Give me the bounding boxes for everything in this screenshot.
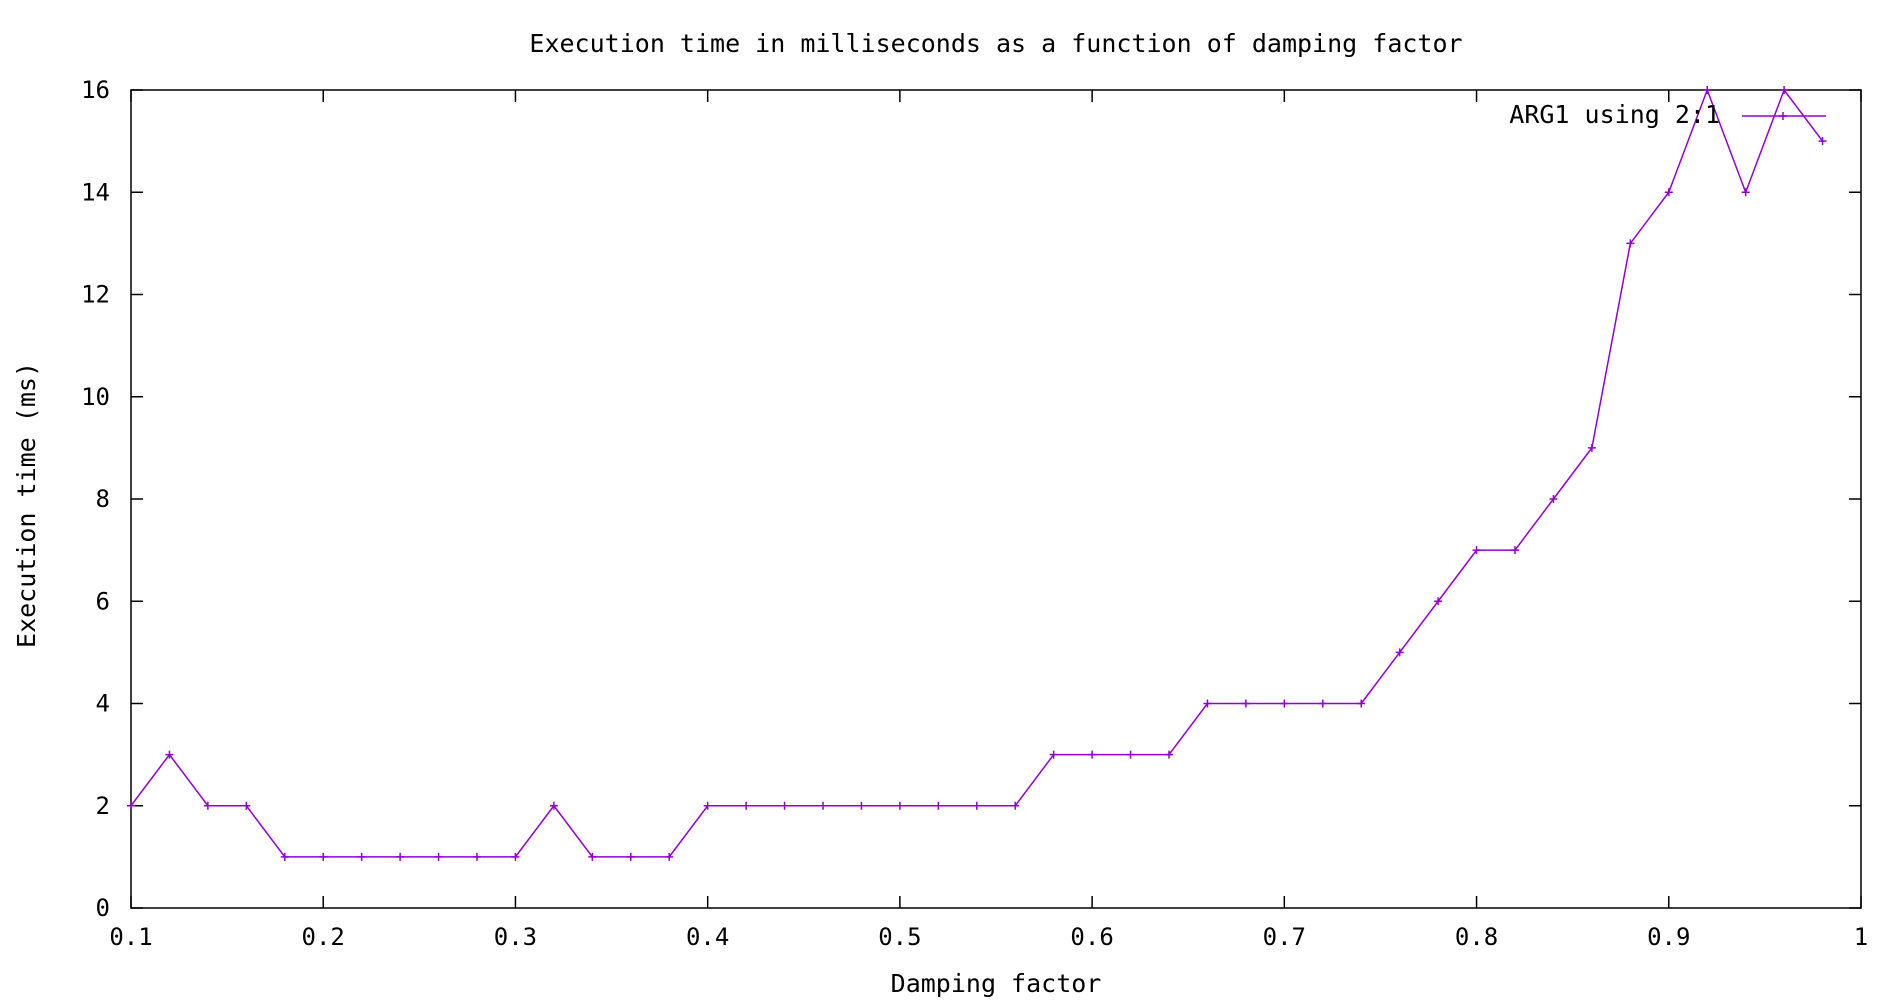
data-point-marker: [1318, 699, 1327, 708]
data-point-marker: [1472, 546, 1481, 555]
data-point-marker: [1126, 750, 1135, 759]
data-point-marker: [934, 801, 943, 810]
data-point-marker: [1395, 648, 1404, 657]
data-point-marker: [511, 852, 520, 861]
y-tick-label: 2: [96, 792, 110, 820]
data-point-marker: [780, 801, 789, 810]
y-axis-label: Execution time (ms): [12, 362, 41, 648]
data-point-marker: [895, 801, 904, 810]
y-tick-label: 8: [96, 485, 110, 513]
x-tick-label: 0.1: [109, 923, 152, 951]
data-point-marker: [434, 852, 443, 861]
x-tick-label: 0.4: [686, 923, 729, 951]
data-point-marker: [203, 801, 212, 810]
data-point-marker: [473, 852, 481, 861]
data-point-marker: [549, 801, 558, 810]
data-point-marker: [1780, 86, 1789, 94]
data-point-marker: [1664, 188, 1673, 197]
data-point-marker: [588, 852, 597, 861]
data-point-marker: [127, 801, 135, 810]
x-tick-label: 0.3: [494, 923, 537, 951]
data-point-marker: [1357, 699, 1366, 708]
x-tick-label: 0.2: [302, 923, 345, 951]
legend-marker: [1779, 112, 1787, 120]
data-point-marker: [665, 852, 674, 861]
data-point-marker: [1241, 699, 1250, 708]
y-tick-label: 14: [81, 178, 110, 206]
x-axis-label: Damping factor: [891, 969, 1102, 998]
data-point-marker: [1549, 495, 1558, 503]
data-point-marker: [242, 801, 251, 810]
data-point-marker: [703, 801, 712, 810]
data-point-marker: [319, 852, 328, 861]
data-point-marker: [972, 801, 981, 810]
x-tick-label: 0.8: [1455, 923, 1498, 951]
legend-label: ARG1 using 2:1: [1509, 100, 1720, 129]
data-point-marker: [819, 801, 827, 810]
y-tick-label: 4: [96, 690, 110, 718]
y-tick-label: 10: [81, 383, 110, 411]
data-point-marker: [280, 852, 289, 861]
data-point-marker: [165, 750, 174, 759]
data-point-marker: [357, 852, 366, 861]
y-tick-label: 16: [81, 76, 110, 104]
y-tick-label: 12: [81, 281, 110, 309]
x-tick-label: 0.5: [878, 923, 921, 951]
data-point-marker: [1511, 546, 1519, 555]
data-point-marker: [1587, 443, 1596, 452]
legend: ARG1 using 2:1: [1509, 100, 1826, 129]
chart-title: Execution time in milliseconds as a func…: [529, 29, 1462, 58]
x-tick-label: 1: [1854, 923, 1868, 951]
plot-frame: [130, 89, 1862, 909]
ticks: 0.1 0.2 0.3 0.4 0.5 0.6 0.7 0.8 0.9 1024681012141…: [81, 76, 1868, 951]
data-point-marker: [857, 801, 866, 810]
series-layer: [127, 86, 1827, 861]
data-point-marker: [396, 852, 405, 861]
data-point-marker: [1818, 137, 1827, 146]
series-line: [130, 87, 1824, 858]
y-tick-label: 6: [96, 587, 110, 615]
data-point-marker: [1011, 801, 1020, 810]
data-point-marker: [1203, 699, 1212, 708]
data-point-marker: [1165, 750, 1173, 759]
data-point-marker: [1280, 699, 1289, 708]
x-tick-label: 0.9: [1647, 923, 1690, 951]
data-point-marker: [1049, 750, 1058, 759]
data-point-marker: [1434, 597, 1443, 606]
data-point-marker: [742, 801, 751, 810]
data-point-marker: [1088, 750, 1097, 759]
y-tick-label: 0: [96, 894, 110, 922]
data-point-marker: [1703, 86, 1712, 94]
data-point-marker: [1626, 239, 1635, 248]
x-tick-label: 0.6: [1070, 923, 1113, 951]
x-tick-label: 0.7: [1263, 923, 1306, 951]
data-point-marker: [1741, 188, 1750, 197]
data-point-marker: [626, 852, 635, 861]
